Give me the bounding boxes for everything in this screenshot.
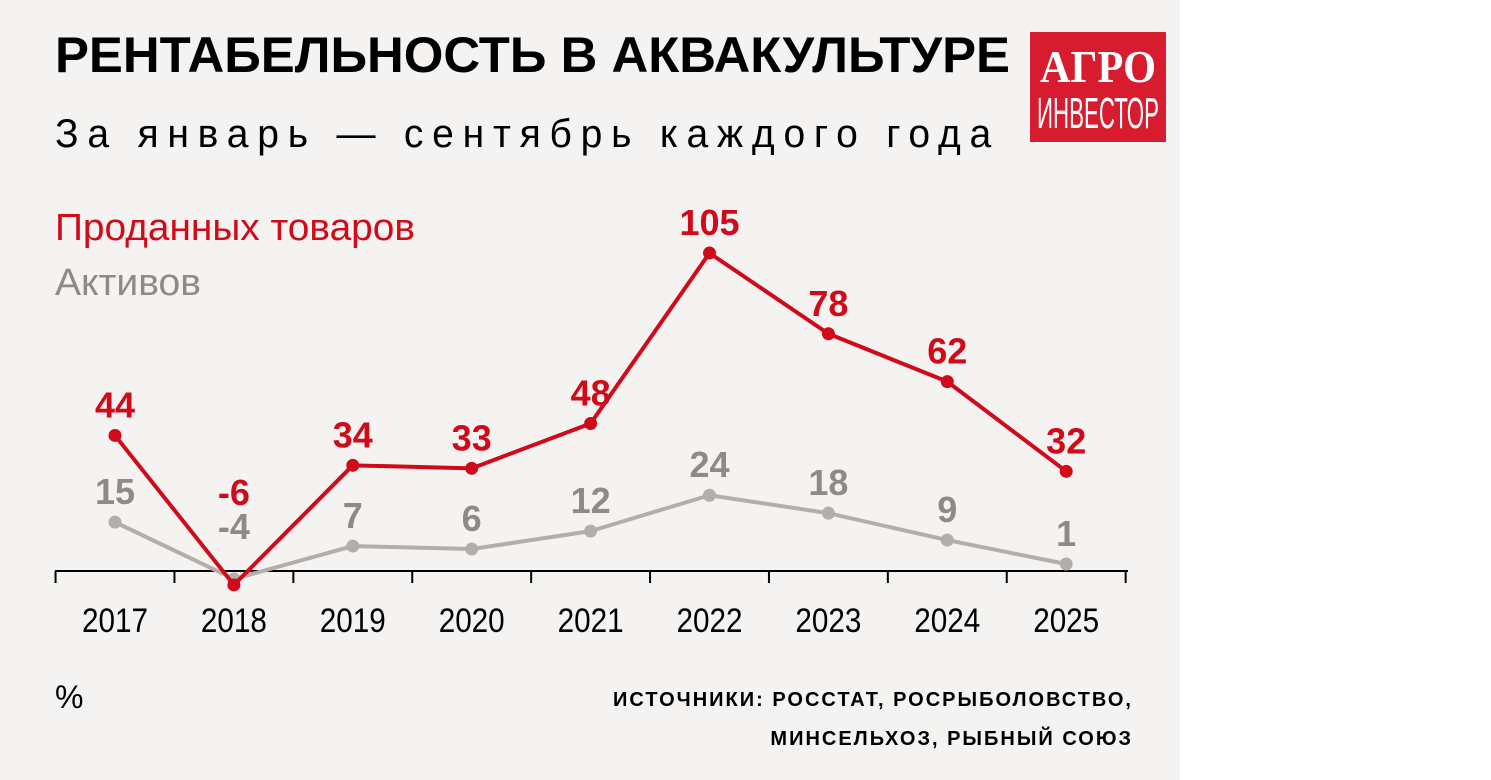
logo: АГРО ИНВЕСТОР [1030, 32, 1166, 142]
svg-text:АГРО: АГРО [1040, 41, 1156, 92]
data-point [108, 428, 122, 442]
data-label: 33 [452, 417, 492, 458]
x-tick-label: 2020 [439, 602, 505, 640]
x-tick-label: 2018 [201, 602, 267, 640]
data-point [227, 578, 241, 592]
data-label: 18 [808, 462, 848, 503]
data-label: -6 [218, 472, 250, 513]
data-label: 9 [937, 489, 957, 530]
x-tick-label: 2025 [1033, 602, 1099, 640]
data-point [346, 458, 360, 472]
data-point [465, 542, 479, 556]
data-point [703, 246, 716, 260]
data-label: 44 [95, 384, 135, 425]
source-line-1: ИСТОЧНИКИ: РОССТАТ, РОСРЫБОЛОВСТВО, [613, 689, 1133, 711]
data-point [940, 375, 954, 389]
x-tick-label: 2021 [558, 602, 624, 640]
unit-label: % [55, 679, 83, 715]
data-label: 34 [333, 414, 373, 455]
data-point [346, 539, 360, 553]
data-point [1059, 557, 1073, 571]
data-label: 15 [95, 471, 135, 512]
data-label: 1 [1056, 513, 1076, 554]
chart-title: РЕНТАБЕЛЬНОСТЬ В АКВАКУЛЬТУРЕ [55, 27, 1010, 83]
source-line-2: МИНСЕЛЬХОЗ, РЫБНЫЙ СОЮЗ [770, 726, 1133, 750]
data-point [465, 461, 479, 475]
data-point [940, 533, 954, 547]
data-label: 78 [808, 283, 848, 324]
chart-subtitle: За январь — сентябрь каждого года [55, 112, 1000, 156]
data-label: 105 [679, 202, 739, 243]
legend-assets: Активов [55, 262, 201, 304]
data-label: 48 [571, 372, 611, 413]
data-point [584, 416, 598, 430]
data-point [108, 515, 122, 529]
svg-text:ИНВЕСТОР: ИНВЕСТОР [1037, 89, 1159, 138]
legend-sold-goods: Проданных товаров [55, 207, 415, 249]
data-label: 12 [571, 480, 611, 521]
data-label: -4 [218, 506, 250, 547]
x-tick-label: 2022 [677, 602, 743, 640]
data-label: 62 [927, 331, 967, 372]
data-point [1059, 464, 1073, 478]
data-label: 6 [462, 498, 482, 539]
data-point [821, 506, 835, 520]
data-point [584, 524, 598, 538]
data-point [821, 327, 835, 341]
data-label: 32 [1046, 420, 1086, 461]
x-tick-label: 2024 [914, 602, 980, 640]
x-tick-label: 2019 [320, 602, 386, 640]
x-tick-label: 2017 [82, 602, 148, 640]
x-tick-label: 2023 [795, 602, 861, 640]
data-label: 24 [689, 444, 729, 485]
data-label: 7 [343, 495, 363, 536]
data-point [703, 488, 716, 502]
chart-background [0, 0, 1180, 780]
